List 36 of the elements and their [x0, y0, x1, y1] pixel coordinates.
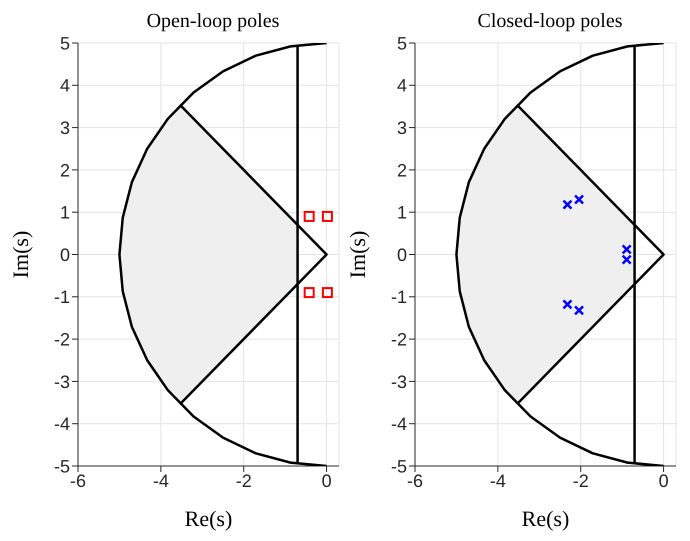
x-tick-label: -4: [152, 470, 169, 491]
y-tick-label: -5: [54, 456, 70, 476]
chart-title: Open-loop poles: [146, 10, 280, 33]
chart-title: Closed-loop poles: [476, 10, 624, 33]
x-tick-label: 0: [658, 470, 669, 491]
y-tick-label: 0: [396, 244, 407, 265]
y-tick-label: -3: [54, 372, 70, 392]
y-axis-title: Im(s): [8, 230, 33, 278]
y-tick-label: 4: [60, 76, 70, 96]
y-tick-label: -3: [390, 372, 407, 392]
y-tick-label: 3: [60, 118, 70, 138]
y-tick-label: 2: [396, 160, 407, 180]
y-tick-label: 0: [60, 244, 70, 265]
y-tick-label: 2: [60, 160, 70, 180]
x-tick-label: -2: [572, 470, 589, 491]
y-tick-label: -1: [390, 287, 407, 308]
y-tick-label: -2: [54, 329, 70, 350]
y-tick-label: 1: [396, 202, 407, 223]
x-axis-title: Re(s): [522, 506, 570, 531]
y-tick-label: 5: [60, 33, 70, 54]
y-tick-label: -2: [390, 329, 407, 350]
x-tick-label: -4: [490, 470, 506, 491]
y-tick-label: 5: [396, 33, 407, 54]
y-axis-title: Im(s): [344, 230, 370, 278]
y-tick-label: 4: [396, 76, 407, 96]
y-tick-label: -4: [390, 414, 407, 434]
x-tick-label: -6: [406, 470, 424, 491]
y-tick-label: -5: [390, 456, 407, 476]
x-tick-label: 0: [322, 470, 332, 491]
y-tick-label: -4: [54, 414, 70, 434]
x-axis-title: Re(s): [184, 506, 232, 531]
x-tick-label: -2: [236, 470, 252, 491]
y-tick-label: 3: [396, 118, 407, 138]
y-tick-label: -1: [54, 287, 70, 308]
y-tick-label: 1: [60, 202, 70, 223]
x-tick-label: -6: [70, 470, 86, 491]
